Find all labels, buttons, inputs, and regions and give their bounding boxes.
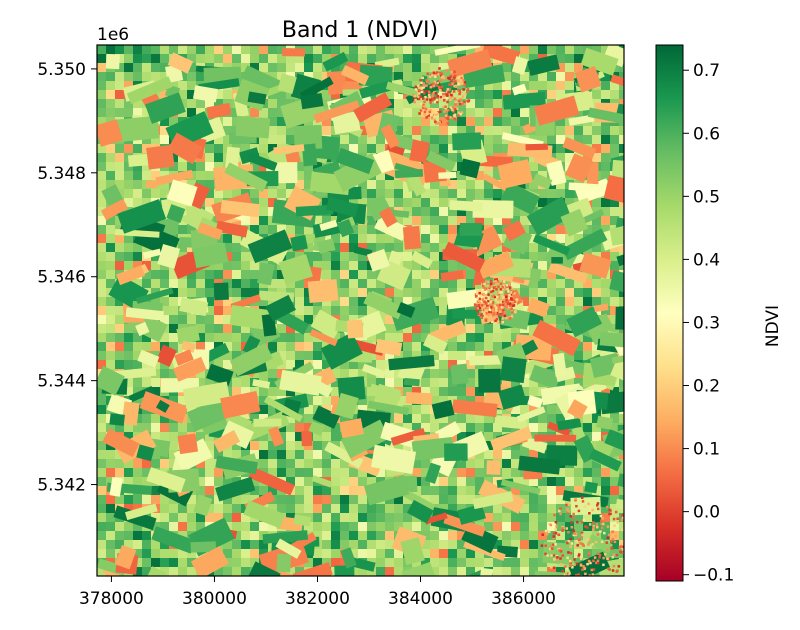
colorbar-tick-label: 0.4 xyxy=(693,250,720,270)
x-axis: 378000 380000 382000 384000 386000 xyxy=(79,576,556,609)
x-tick-label: 378000 xyxy=(79,589,144,609)
plot-frame xyxy=(96,44,625,577)
colorbar-tick-label: 0.2 xyxy=(693,377,720,397)
x-tick-label: 384000 xyxy=(388,589,453,609)
x-tick-label: 386000 xyxy=(491,589,556,609)
colorbar-tick-label: 0.0 xyxy=(693,503,720,523)
x-tick-label: 380000 xyxy=(182,589,247,609)
y-tick-label: 5.344 xyxy=(37,372,86,392)
y-offset-text: 1e6 xyxy=(97,25,129,45)
y-tick-label: 5.348 xyxy=(37,164,86,184)
colorbar-tick-label: 0.5 xyxy=(693,187,720,207)
colorbar-tick-label: 0.1 xyxy=(693,440,720,460)
ndvi-raster xyxy=(97,45,624,576)
colorbar xyxy=(655,44,684,582)
x-tick-label: 382000 xyxy=(285,589,350,609)
colorbar-tick-label: 0.7 xyxy=(693,61,720,81)
colorbar-axis: −0.1 0.0 0.1 0.2 0.3 0.4 0.5 0.6 0.7 xyxy=(683,61,734,586)
chart-title: Band 1 (NDVI) xyxy=(282,18,438,43)
y-tick-label: 5.350 xyxy=(37,60,86,80)
colorbar-tick-label: 0.6 xyxy=(693,124,720,144)
colorbar-tick-label: 0.3 xyxy=(693,313,720,333)
colorbar-tick-label: −0.1 xyxy=(693,566,734,586)
colorbar-label: NDVI xyxy=(763,305,783,347)
y-axis: 5.342 5.344 5.346 5.348 5.350 xyxy=(37,60,97,496)
y-tick-label: 5.342 xyxy=(37,476,86,496)
y-tick-label: 5.346 xyxy=(37,268,86,288)
